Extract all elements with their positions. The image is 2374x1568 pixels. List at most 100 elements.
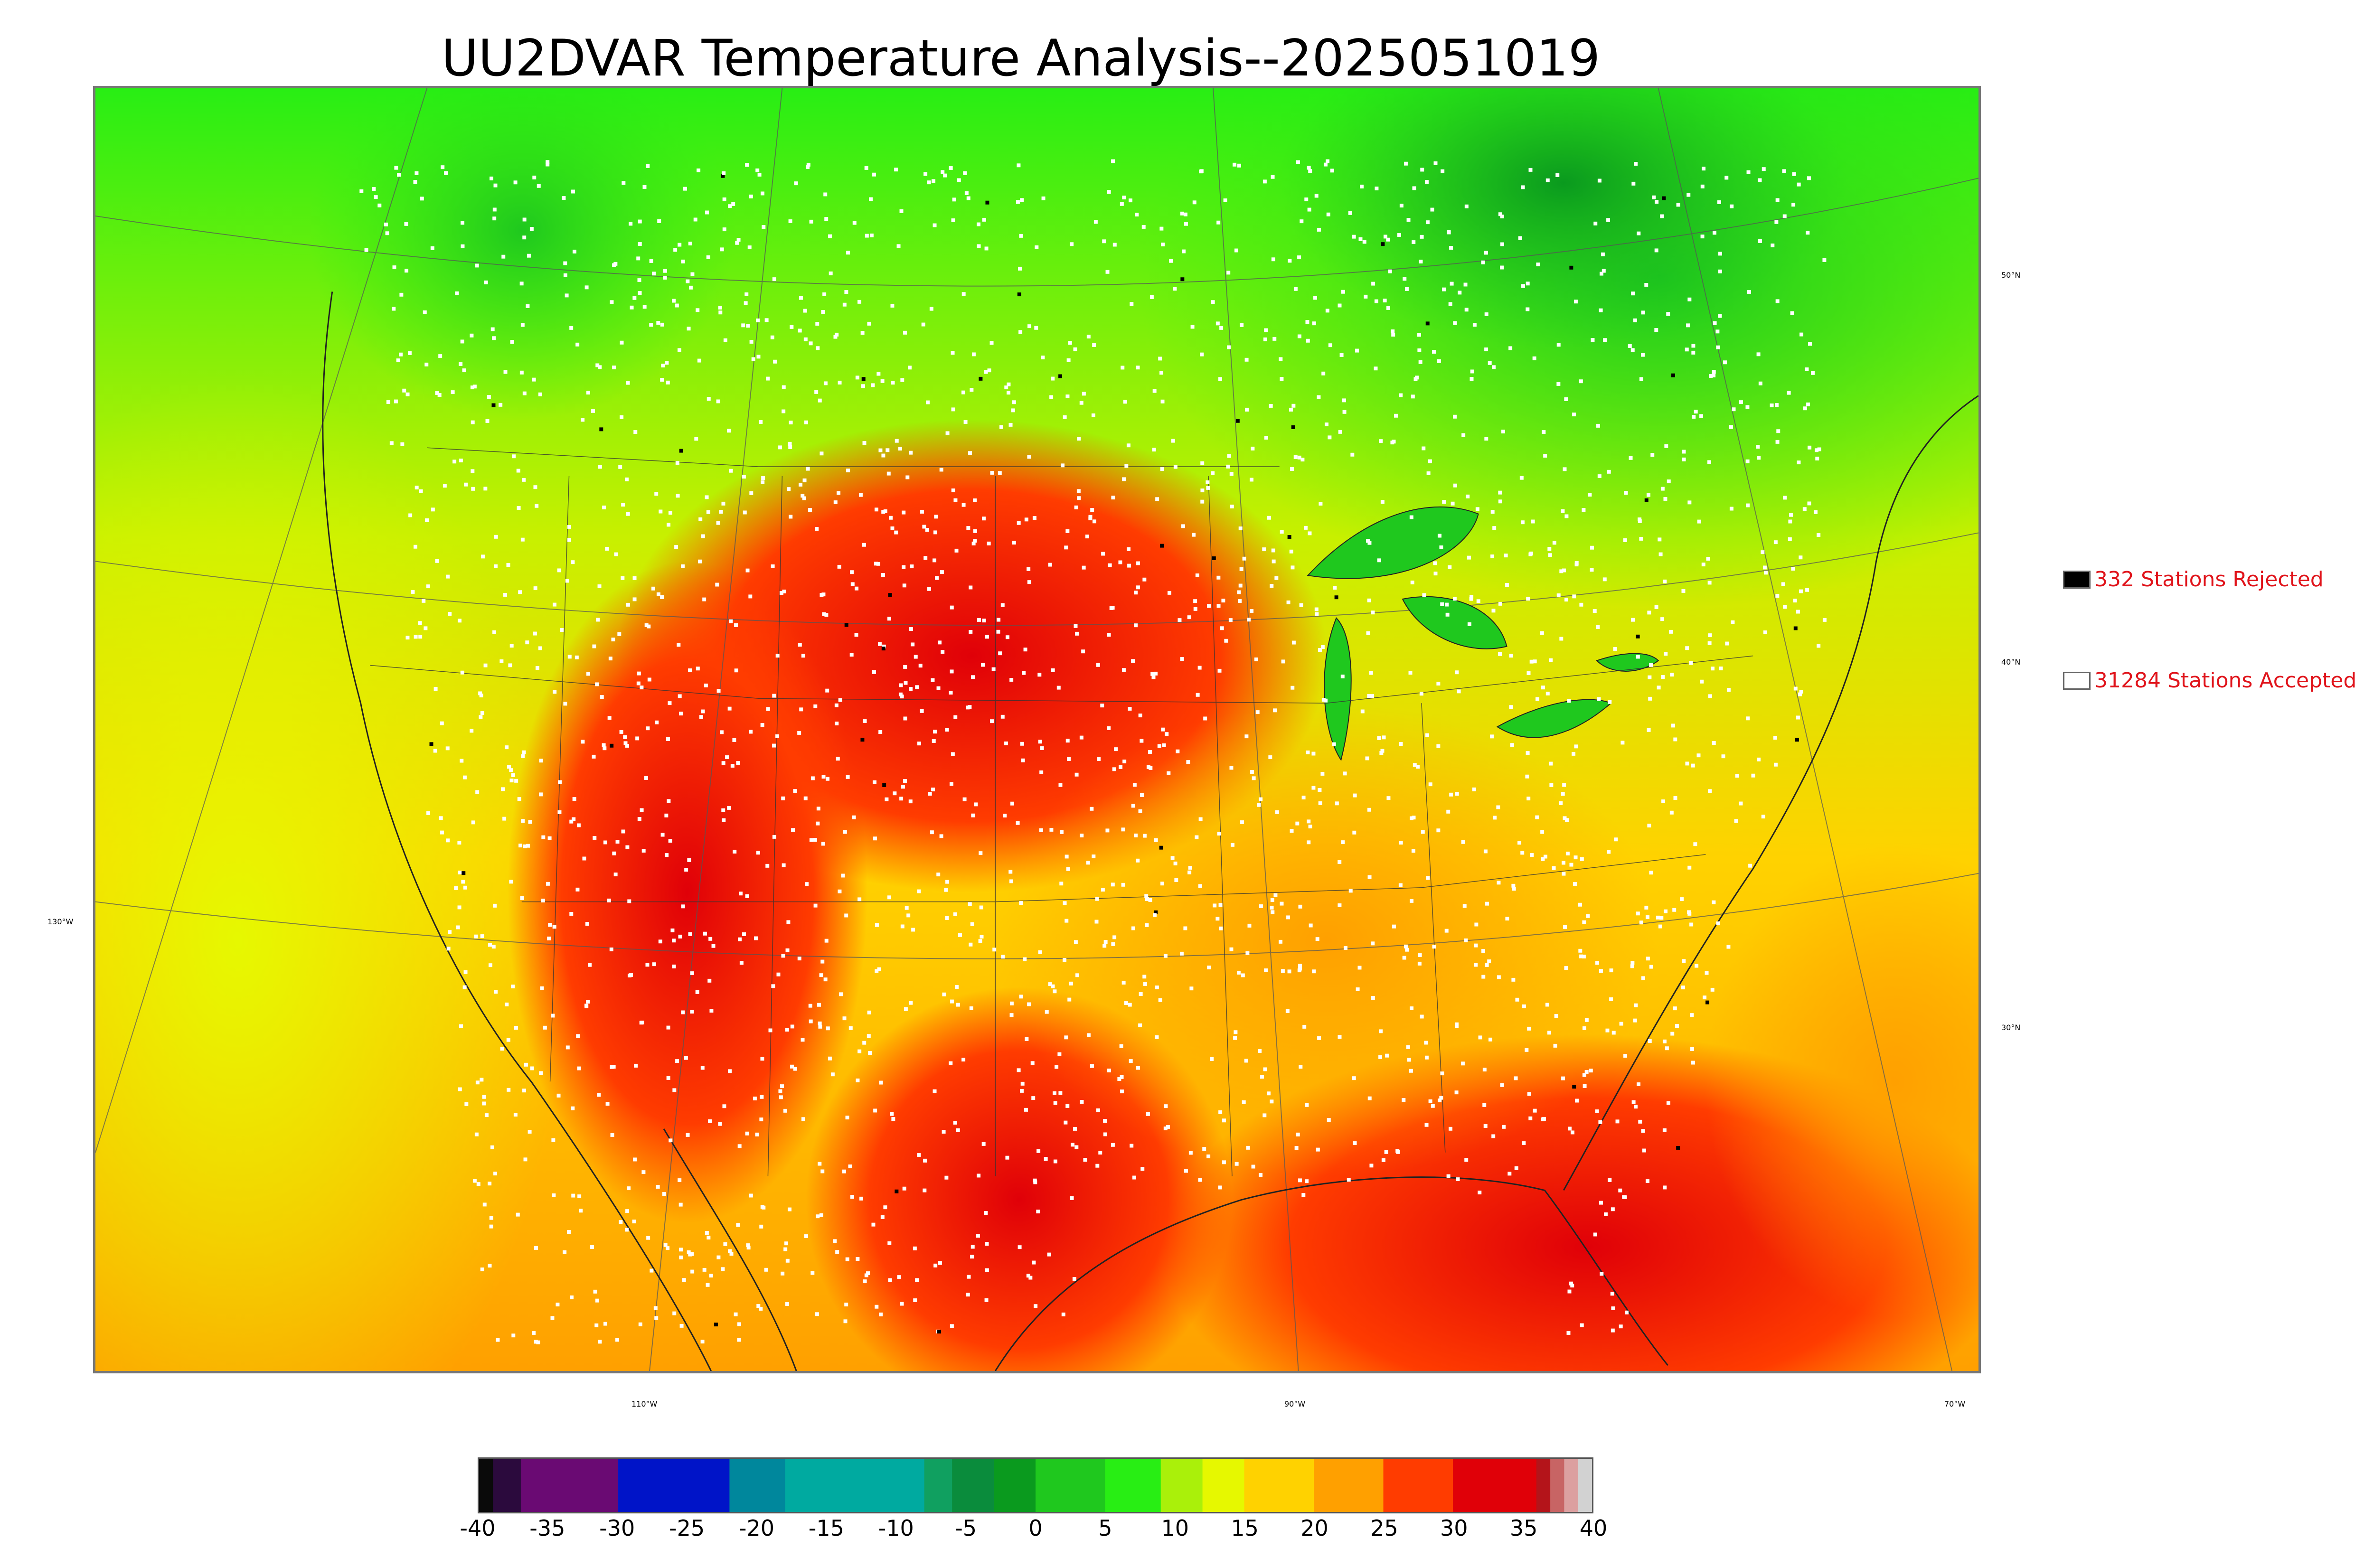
station-marker: [1097, 757, 1101, 761]
station-marker: [933, 223, 937, 227]
station-marker: [727, 429, 731, 433]
station-marker: [696, 667, 700, 671]
station-marker: [1166, 1125, 1170, 1129]
station-marker: [895, 439, 899, 443]
station-marker: [1121, 366, 1125, 370]
station-marker: [646, 164, 650, 168]
station-marker: [1511, 977, 1516, 982]
station-marker: [1306, 338, 1310, 343]
station-marker: [723, 1242, 727, 1246]
station-marker: [797, 731, 801, 735]
station-marker: [1086, 1033, 1091, 1037]
station-marker: [1300, 219, 1304, 224]
station-marker: [852, 815, 856, 819]
station-marker: [833, 1239, 837, 1243]
station-marker: [879, 1312, 883, 1316]
station-marker: [781, 1271, 785, 1276]
station-marker: [1066, 867, 1070, 871]
station-marker: [755, 168, 760, 172]
station-marker: [1285, 1009, 1290, 1013]
colorbar-band-5: [785, 1459, 925, 1512]
station-marker: [818, 398, 822, 403]
station-marker: [1065, 854, 1069, 859]
station-marker: [563, 273, 567, 277]
station-marker: [480, 1078, 484, 1082]
station-marker: [1045, 1010, 1049, 1014]
station-marker: [1598, 1120, 1602, 1124]
station-marker: [1105, 270, 1110, 274]
station-marker: [394, 399, 398, 404]
station-marker: [1242, 1100, 1246, 1104]
station-marker: [452, 460, 457, 464]
station-marker: [887, 895, 891, 900]
station-marker: [1302, 1024, 1307, 1029]
station-marker: [1705, 1000, 1710, 1005]
station-marker: [949, 782, 953, 786]
station-marker: [961, 503, 966, 507]
station-marker: [980, 935, 984, 939]
station-marker: [872, 172, 876, 177]
station-marker: [1070, 1196, 1074, 1200]
station-marker: [1341, 840, 1345, 845]
station-marker: [656, 320, 660, 325]
station-marker: [1314, 607, 1319, 611]
station-marker: [519, 370, 524, 375]
station-marker: [878, 730, 883, 734]
station-marker: [1453, 483, 1457, 488]
station-marker: [576, 823, 581, 827]
station-marker: [1606, 218, 1611, 222]
station-marker: [1326, 212, 1330, 216]
station-marker: [620, 340, 624, 345]
station-marker: [766, 707, 770, 711]
station-marker: [977, 1174, 981, 1178]
station-marker: [1791, 566, 1795, 571]
station-marker: [897, 1275, 901, 1279]
station-marker: [1716, 345, 1720, 349]
station-marker: [978, 939, 982, 943]
station-marker: [1654, 605, 1658, 609]
station-marker: [462, 985, 467, 989]
station-marker: [1554, 1014, 1558, 1018]
station-marker: [472, 385, 477, 389]
station-marker: [1073, 347, 1077, 351]
station-marker: [942, 992, 946, 996]
station-marker: [493, 183, 498, 188]
station-marker: [1549, 761, 1553, 766]
station-marker: [1589, 1069, 1593, 1073]
station-marker: [1491, 365, 1496, 369]
station-marker: [725, 755, 729, 760]
station-marker: [1735, 774, 1739, 778]
station-marker: [464, 1102, 469, 1106]
station-marker: [816, 1214, 820, 1219]
station-marker: [721, 761, 725, 765]
station-marker: [809, 838, 813, 842]
station-marker: [1512, 887, 1516, 891]
station-marker: [1583, 1026, 1586, 1030]
station-marker: [610, 300, 614, 304]
station-marker: [1012, 541, 1016, 545]
station-marker: [1509, 705, 1513, 709]
temperature-field: [95, 88, 1978, 1371]
station-marker: [516, 469, 520, 473]
station-marker: [479, 715, 483, 719]
station-marker: [1077, 496, 1081, 500]
station-marker: [567, 655, 572, 659]
station-marker: [789, 421, 793, 424]
station-marker: [539, 759, 543, 763]
station-marker: [913, 1298, 917, 1303]
station-marker: [446, 947, 451, 951]
station-marker: [490, 176, 493, 180]
station-marker: [682, 1278, 686, 1282]
station-marker: [720, 247, 724, 252]
station-marker: [721, 808, 725, 812]
station-marker: [1629, 456, 1633, 460]
station-marker: [882, 644, 886, 648]
station-marker: [702, 597, 707, 601]
station-marker: [855, 586, 859, 591]
station-marker: [1520, 851, 1525, 855]
station-marker: [939, 468, 943, 472]
station-marker: [1327, 1118, 1331, 1122]
station-marker: [626, 512, 630, 516]
station-marker: [1132, 1175, 1136, 1180]
station-marker: [1497, 975, 1501, 979]
